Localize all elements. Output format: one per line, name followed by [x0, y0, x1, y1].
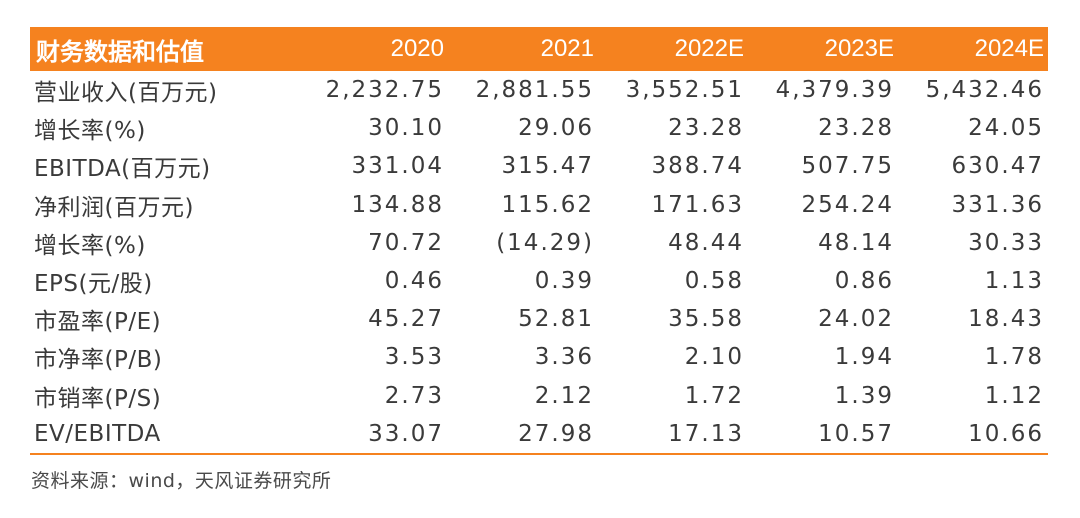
cell-value: 10.66 [898, 414, 1048, 455]
cell-value: 2.73 [384, 382, 444, 409]
row-label: 净利润(百万元) [34, 194, 194, 221]
table-title: 财务数据和估值 [30, 27, 298, 71]
year-header: 2023E [748, 27, 898, 71]
cell-value: 2,881.55 [475, 77, 594, 104]
table-row: 增长率(%) 70.72 (14.29) 48.44 48.14 30.33 [30, 224, 1048, 262]
cell-value: 134.88 [351, 191, 444, 218]
cell-value: 2.10 [684, 344, 744, 371]
cell-value: 52.81 [518, 306, 594, 333]
table-row: EPS(元/股) 0.46 0.39 0.58 0.86 1.13 [30, 262, 1048, 300]
cell-value: 2,232.75 [325, 77, 444, 104]
cell-value: 17.13 [598, 414, 748, 455]
cell-value: 30.10 [368, 115, 444, 142]
table-row: 市销率(P/S) 2.73 2.12 1.72 1.39 1.12 [30, 377, 1048, 415]
table-row: EBITDA(百万元) 331.04 315.47 388.74 507.75 … [30, 147, 1048, 185]
financial-table-container: 财务数据和估值 2020 2021 2022E 2023E 2024E 营业收入… [30, 27, 1048, 455]
table-row: 净利润(百万元) 134.88 115.62 171.63 254.24 331… [30, 186, 1048, 224]
row-label: 市销率(P/S) [34, 385, 162, 412]
table-row: 市盈率(P/E) 45.27 52.81 35.58 24.02 18.43 [30, 300, 1048, 338]
cell-value: 35.58 [668, 306, 744, 333]
cell-value: 254.24 [801, 191, 894, 218]
table-header-row: 财务数据和估值 2020 2021 2022E 2023E 2024E [30, 27, 1048, 71]
cell-value: 29.06 [518, 115, 594, 142]
row-label: 营业收入(百万元) [34, 80, 218, 107]
cell-value: 331.04 [351, 153, 444, 180]
row-label: 增长率(%) [34, 118, 146, 145]
cell-value: 3.53 [384, 344, 444, 371]
cell-value: 18.43 [968, 306, 1044, 333]
cell-value: 1.72 [684, 382, 744, 409]
table-row: 市净率(P/B) 3.53 3.36 2.10 1.94 1.78 [30, 338, 1048, 376]
row-label: EV/EBITDA [30, 414, 298, 455]
row-label: 市净率(P/B) [34, 347, 163, 374]
cell-value: 3.36 [534, 344, 594, 371]
cell-value: 23.28 [668, 115, 744, 142]
cell-value: 24.05 [968, 115, 1044, 142]
row-label: EPS(元/股) [34, 271, 153, 298]
cell-value: 33.07 [298, 414, 448, 455]
cell-value: 0.58 [684, 268, 744, 295]
cell-value: 1.12 [984, 382, 1044, 409]
year-header: 2021 [448, 27, 598, 71]
cell-value: 0.39 [534, 268, 594, 295]
cell-value: 331.36 [951, 191, 1044, 218]
row-label: 市盈率(P/E) [34, 309, 162, 336]
cell-value: 23.28 [818, 115, 894, 142]
cell-value: 48.44 [668, 229, 744, 256]
cell-value: 0.86 [834, 268, 894, 295]
year-header: 2020 [298, 27, 448, 71]
cell-value: 388.74 [651, 153, 744, 180]
cell-value: 24.02 [818, 306, 894, 333]
year-header: 2022E [598, 27, 748, 71]
cell-value: 315.47 [501, 153, 594, 180]
table-row: EV/EBITDA 33.07 27.98 17.13 10.57 10.66 [30, 414, 1048, 455]
cell-value: 5,432.46 [925, 77, 1044, 104]
table-row: 增长率(%) 30.10 29.06 23.28 23.28 24.05 [30, 109, 1048, 147]
cell-value: 507.75 [801, 153, 894, 180]
row-label: 增长率(%) [34, 232, 146, 259]
cell-value: 2.12 [534, 382, 594, 409]
year-header: 2024E [898, 27, 1048, 71]
cell-value: 0.46 [384, 268, 444, 295]
cell-value: 70.72 [368, 229, 444, 256]
table-row: 营业收入(百万元) 2,232.75 2,881.55 3,552.51 4,3… [30, 71, 1048, 109]
row-label: EBITDA(百万元) [34, 156, 211, 183]
cell-value: 1.39 [834, 382, 894, 409]
cell-value: 171.63 [651, 191, 744, 218]
financial-table: 财务数据和估值 2020 2021 2022E 2023E 2024E 营业收入… [30, 27, 1048, 455]
cell-value: 48.14 [818, 229, 894, 256]
cell-value: 630.47 [951, 153, 1044, 180]
cell-value: 1.13 [984, 268, 1044, 295]
cell-value: 1.78 [984, 344, 1044, 371]
cell-value: 4,379.39 [775, 77, 894, 104]
cell-value: 1.94 [834, 344, 894, 371]
cell-value: (14.29) [496, 229, 594, 256]
cell-value: 27.98 [448, 414, 598, 455]
cell-value: 30.33 [968, 229, 1044, 256]
source-note: 资料来源：wind，天风证券研究所 [31, 470, 332, 492]
cell-value: 115.62 [501, 191, 594, 218]
cell-value: 10.57 [748, 414, 898, 455]
cell-value: 45.27 [368, 306, 444, 333]
cell-value: 3,552.51 [625, 77, 744, 104]
